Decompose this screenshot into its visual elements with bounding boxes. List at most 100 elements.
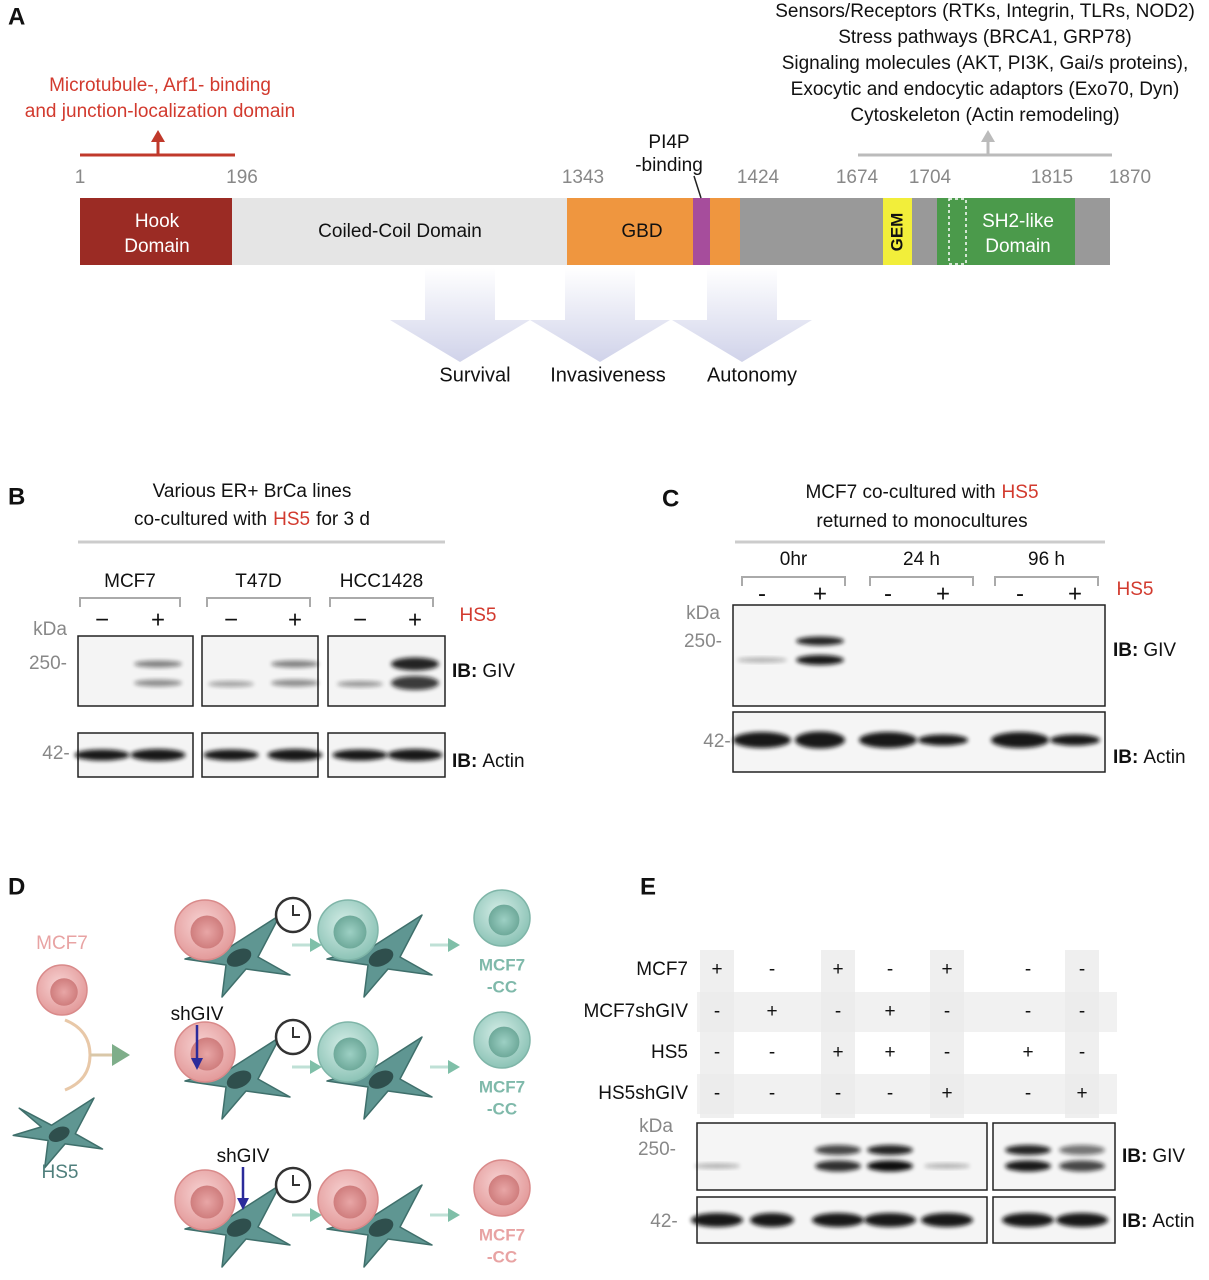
- title-part: co-cultured with: [134, 509, 267, 530]
- outcome-cell: MCF7: [479, 1077, 525, 1096]
- treatment-sign: +: [1068, 580, 1082, 607]
- blot-band: [918, 734, 968, 746]
- outcome-label: Autonomy: [707, 364, 797, 386]
- arrow-head: [310, 1208, 322, 1222]
- ib-target: GIV: [482, 661, 515, 682]
- mw-marker: 42-: [703, 731, 730, 752]
- arrow-head: [448, 938, 460, 952]
- residue-number: 196: [226, 167, 258, 188]
- blot-band: [691, 1213, 743, 1227]
- blot-band: [921, 1213, 973, 1227]
- blot-band: [1005, 1160, 1051, 1172]
- rule: [693, 175, 702, 199]
- sign: -: [835, 1001, 841, 1022]
- blot-band: [1050, 734, 1100, 746]
- kda-label: kDa: [686, 603, 720, 624]
- combine-arrow: [64, 1018, 92, 1092]
- sh2-domain: [937, 198, 1075, 265]
- ib-target: GIV: [1152, 1146, 1185, 1167]
- nucleus: [488, 1026, 520, 1058]
- blot-band: [694, 1163, 740, 1169]
- lane-bracket: [994, 576, 1099, 586]
- outcome-label: Invasiveness: [550, 364, 666, 386]
- blot-band: [795, 731, 845, 749]
- sign: -: [887, 959, 893, 980]
- residue-number: 1674: [836, 167, 879, 188]
- kda-label: kDa: [33, 619, 67, 640]
- coiled-coil-domain: [232, 198, 567, 265]
- mw-marker: 42-: [650, 1211, 677, 1232]
- blot-band: [1002, 1213, 1054, 1227]
- column-shade: [821, 950, 855, 1118]
- arrow-head: [151, 130, 165, 142]
- sign: -: [769, 1042, 775, 1063]
- arrow-head: [310, 1060, 322, 1074]
- panel-title: MCF7 co-cultured with HS5: [805, 482, 1038, 503]
- kda-label: kDa: [639, 1116, 673, 1137]
- panel-label: D: [8, 873, 25, 900]
- sign: +: [711, 959, 722, 980]
- hook-note: Microtubule-, Arf1- binding: [49, 75, 271, 96]
- arrow-head: [310, 938, 322, 952]
- panel-title: Various ER+ BrCa lines: [153, 481, 352, 502]
- treatment-sign: −: [95, 606, 109, 633]
- blot-band: [203, 749, 259, 761]
- treatment-label: HS5: [1117, 579, 1154, 600]
- column-shade: [1065, 950, 1099, 1118]
- blot-band: [737, 657, 787, 663]
- blot-band: [864, 1213, 916, 1227]
- ib-target: Actin: [482, 751, 524, 772]
- sign: +: [832, 959, 843, 980]
- blot-band: [1056, 1213, 1108, 1227]
- blot-band: [815, 1160, 861, 1172]
- row-label: MCF7: [636, 959, 688, 980]
- residue-number: 1815: [1031, 167, 1073, 188]
- outcome-arrow: [390, 268, 530, 362]
- interactor-text: Cytoskeleton (Actin remodeling): [850, 105, 1119, 126]
- blot-panel: [992, 1122, 1116, 1191]
- sign: -: [714, 1083, 720, 1104]
- timepoint: 0hr: [780, 549, 808, 570]
- ib-prefix: IB:: [452, 751, 477, 772]
- blot-band: [391, 676, 439, 690]
- interactor-text: Sensors/Receptors (RTKs, Integrin, TLRs,…: [775, 1, 1195, 22]
- residue-number: 1: [75, 167, 86, 188]
- timepoint: 24 h: [903, 549, 940, 570]
- outcome-cell: MCF7: [479, 1225, 525, 1244]
- sign: -: [714, 1042, 720, 1063]
- ib-prefix: IB:: [1122, 1211, 1147, 1232]
- sign: +: [884, 1001, 895, 1022]
- ib-target: Actin: [1152, 1211, 1194, 1232]
- blot-band: [337, 681, 383, 687]
- blot-panel: [327, 635, 446, 707]
- ib-target: GIV: [1143, 640, 1176, 661]
- blot-panel: [732, 604, 1106, 707]
- blot-label: IB: Actin: [1122, 1211, 1195, 1232]
- blot-panel: [201, 635, 319, 707]
- sign: -: [944, 1042, 950, 1063]
- blot-band: [391, 657, 439, 671]
- ib-prefix: IB:: [452, 661, 477, 682]
- lane-bracket: [329, 597, 434, 607]
- blot-band: [134, 660, 182, 668]
- treatment-sign: -: [758, 580, 766, 607]
- title-part: for 3 d: [316, 509, 370, 530]
- treatment-sign: −: [224, 606, 238, 633]
- interactor-text: Exocytic and endocytic adaptors (Exo70, …: [791, 79, 1180, 100]
- blot-band: [74, 749, 130, 761]
- row-label: MCF7shGIV: [583, 1001, 688, 1022]
- treatment-label: HS5: [460, 605, 497, 626]
- mw-marker: 42-: [42, 743, 69, 764]
- nucleus: [333, 915, 367, 949]
- blot-band: [1005, 1145, 1051, 1155]
- column-shade: [930, 950, 964, 1118]
- treatment-sign: +: [408, 606, 422, 633]
- blot-band: [867, 1145, 913, 1155]
- sign: -: [1079, 1001, 1085, 1022]
- clock-hands: [292, 1175, 300, 1186]
- ib-target: Actin: [1143, 747, 1185, 768]
- outcome-arrow: [672, 268, 812, 362]
- cell-line: T47D: [235, 571, 281, 592]
- blot-band: [332, 749, 388, 761]
- arrow-head: [112, 1044, 130, 1066]
